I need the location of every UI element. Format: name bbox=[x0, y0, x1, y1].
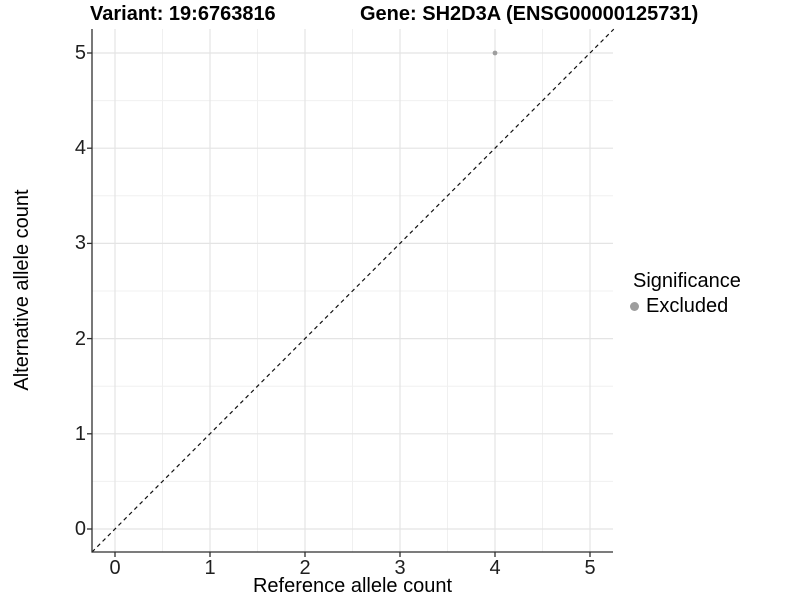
gene-title: Gene: SH2D3A (ENSG00000125731) bbox=[360, 3, 699, 25]
y-tick-label: 1 bbox=[74, 422, 86, 445]
x-tick-label: 0 bbox=[109, 557, 121, 579]
excluded-point-icon bbox=[630, 301, 639, 311]
y-axis-title: Alternative allele count bbox=[11, 189, 33, 391]
y-tick-label: 2 bbox=[74, 327, 86, 350]
y-tick-label: 5 bbox=[74, 42, 86, 64]
y-tick-label: 3 bbox=[74, 232, 86, 255]
y-tick-label: 0 bbox=[74, 518, 86, 540]
x-tick-label: 4 bbox=[489, 557, 501, 579]
legend-title: Significance bbox=[633, 270, 741, 292]
x-axis-title: Reference allele count bbox=[252, 575, 452, 597]
legend: Significance Excluded bbox=[627, 270, 741, 316]
x-tick-label: 1 bbox=[204, 557, 216, 579]
x-tick-label: 3 bbox=[394, 557, 406, 579]
x-tick-label: 5 bbox=[584, 557, 596, 579]
identity-dashed-line bbox=[91, 28, 615, 553]
legend-entry-excluded: Excluded bbox=[627, 296, 741, 316]
data-point bbox=[492, 50, 498, 56]
y-tick-label: 4 bbox=[74, 137, 86, 160]
x-tick-label: 2 bbox=[299, 557, 311, 579]
variant-title: Variant: 19:6763816 bbox=[90, 3, 276, 25]
legend-entry-label: Excluded bbox=[646, 295, 729, 317]
